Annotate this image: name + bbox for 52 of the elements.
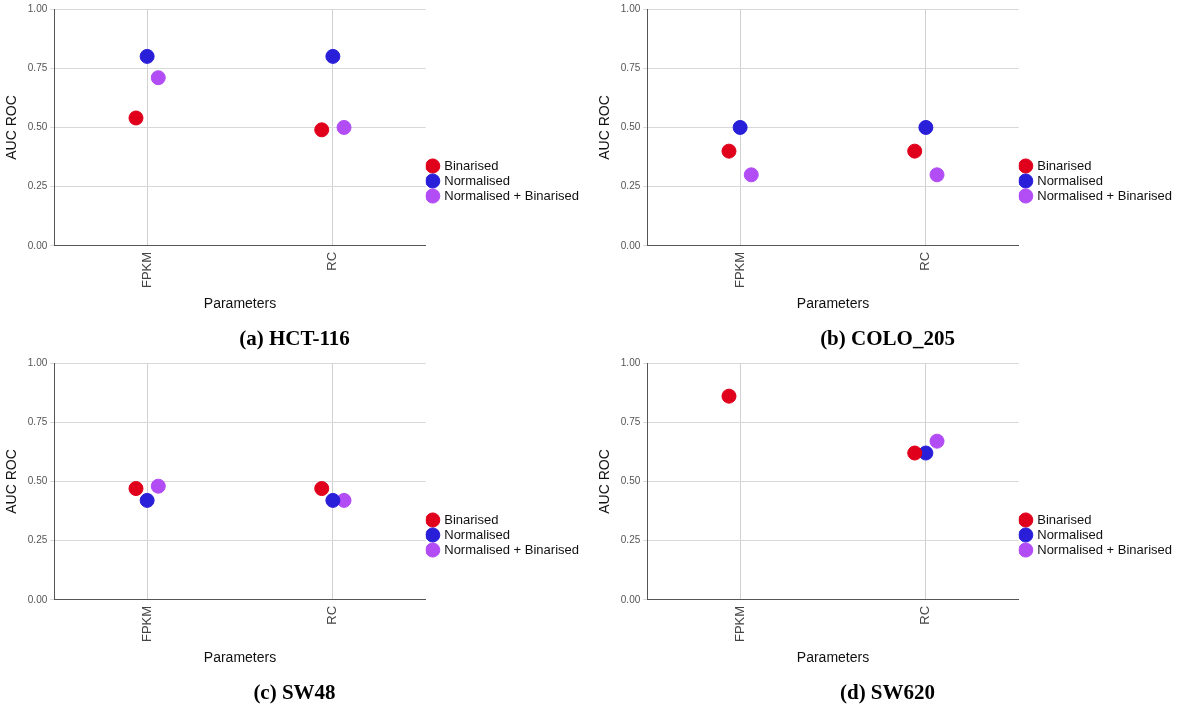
y-tick-label: 0.50 [27,475,48,487]
legend-label: Normalised [444,172,510,188]
y-tick-label: 0.25 [27,180,48,192]
y-tick-label: 1.00 [620,356,641,368]
y-tick-label: 0.50 [27,121,48,133]
legend-label: Normalised [1037,172,1103,188]
y-tick-label: 0.75 [27,61,48,73]
legend-label: Binarised [444,511,499,527]
legend-label: Binarised [444,157,499,173]
y-tick-label: 1.00 [620,2,641,14]
x-tick-label: RC [324,251,340,271]
x-tick-label: RC [917,605,933,625]
text: (b) COLO_205 [820,325,955,350]
y-tick-label: 0.50 [620,121,641,133]
legend-label: Normalised [444,526,510,542]
legend-label: Binarised [1037,157,1092,173]
y-axis-title: AUC ROC [596,95,613,160]
y-tick-label: 0.75 [27,415,48,427]
y-tick-label: 0.00 [620,593,641,605]
y-tick-label: 0.25 [620,534,641,546]
y-tick-label: 0.75 [620,415,641,427]
legend-label: Normalised + Binarised [444,541,580,557]
text: (d) SW620 [839,679,936,704]
x-axis-title: Parameters [796,649,870,666]
legend-label: Normalised [1037,526,1103,542]
x-axis-title: Parameters [203,295,277,312]
y-tick-label: 0.75 [620,61,641,73]
legend-label: Binarised [1037,511,1092,527]
x-axis-title: Parameters [796,295,870,312]
y-tick-label: 1.00 [27,356,48,368]
x-tick-label: FPKM [731,605,747,643]
y-tick-label: 0.25 [27,534,48,546]
y-tick-label: 0.00 [27,593,48,605]
y-tick-label: 0.50 [620,475,641,487]
y-axis-title: AUC ROC [596,449,613,514]
x-tick-label: RC [324,605,340,625]
y-tick-label: 0.25 [620,180,641,192]
y-tick-label: 1.00 [27,2,48,14]
y-tick-label: 0.00 [620,239,641,251]
x-tick-label: FPKM [138,605,154,643]
y-axis-title: AUC ROC [3,95,20,160]
x-tick-label: RC [917,251,933,271]
legend-label: Normalised + Binarised [1037,187,1173,203]
legend-label: Normalised + Binarised [1037,541,1173,557]
text: (c) SW48 [253,679,336,704]
x-tick-label: FPKM [138,251,154,289]
x-tick-label: FPKM [731,251,747,289]
y-tick-label: 0.00 [27,239,48,251]
text: (a) HCT-116 [239,325,350,350]
x-axis-title: Parameters [203,649,277,666]
legend-label: Normalised + Binarised [444,187,580,203]
y-axis-title: AUC ROC [3,449,20,514]
